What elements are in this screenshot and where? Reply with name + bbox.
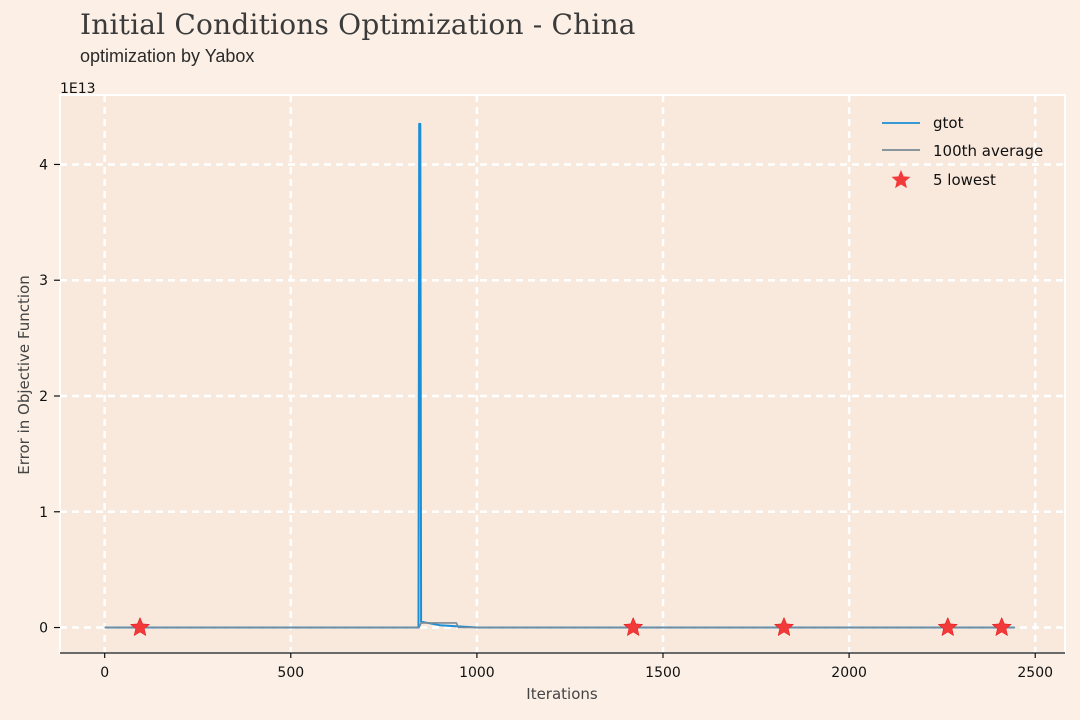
series-line-average xyxy=(104,622,1015,629)
plot-area xyxy=(60,95,1065,653)
lowest-point-star xyxy=(773,616,795,637)
y-axis-label: Error in Objective Function xyxy=(15,275,33,474)
markers-layer xyxy=(129,616,1012,637)
y-tick-label: 1 xyxy=(39,505,48,521)
page-subtitle: optimization by Yabox xyxy=(80,46,255,66)
x-tick-label: 2500 xyxy=(1017,665,1053,681)
legend-label-average: 100th average xyxy=(933,142,1043,160)
lowest-point-star xyxy=(991,616,1012,637)
x-tick-label: 1000 xyxy=(459,665,495,681)
legend: gtot 100th average 5 lowest xyxy=(882,114,1043,189)
axes: 0 500 1000 1500 2000 2500 0 1 2 3 4 xyxy=(39,157,1065,681)
y-tick-label: 0 xyxy=(39,621,48,637)
x-tick-label: 0 xyxy=(100,665,109,681)
y-tick-label: 3 xyxy=(39,273,48,289)
x-tick-label: 2000 xyxy=(831,665,867,681)
x-axis-label: Iterations xyxy=(526,685,598,703)
lowest-point-star xyxy=(129,616,151,637)
lowest-point-star xyxy=(623,616,644,637)
x-tick-label: 1500 xyxy=(645,665,681,681)
x-tick-label: 500 xyxy=(277,665,304,681)
page-title: Initial Conditions Optimization - China xyxy=(80,8,636,41)
y-tick-label: 4 xyxy=(39,157,48,173)
legend-swatch-lowest xyxy=(891,170,911,189)
lowest-point-star xyxy=(937,616,958,637)
legend-label-lowest: 5 lowest xyxy=(933,171,996,189)
y-scale-label: 1E13 xyxy=(60,81,96,97)
legend-label-gtot: gtot xyxy=(933,114,964,132)
y-tick-label: 2 xyxy=(39,389,48,405)
